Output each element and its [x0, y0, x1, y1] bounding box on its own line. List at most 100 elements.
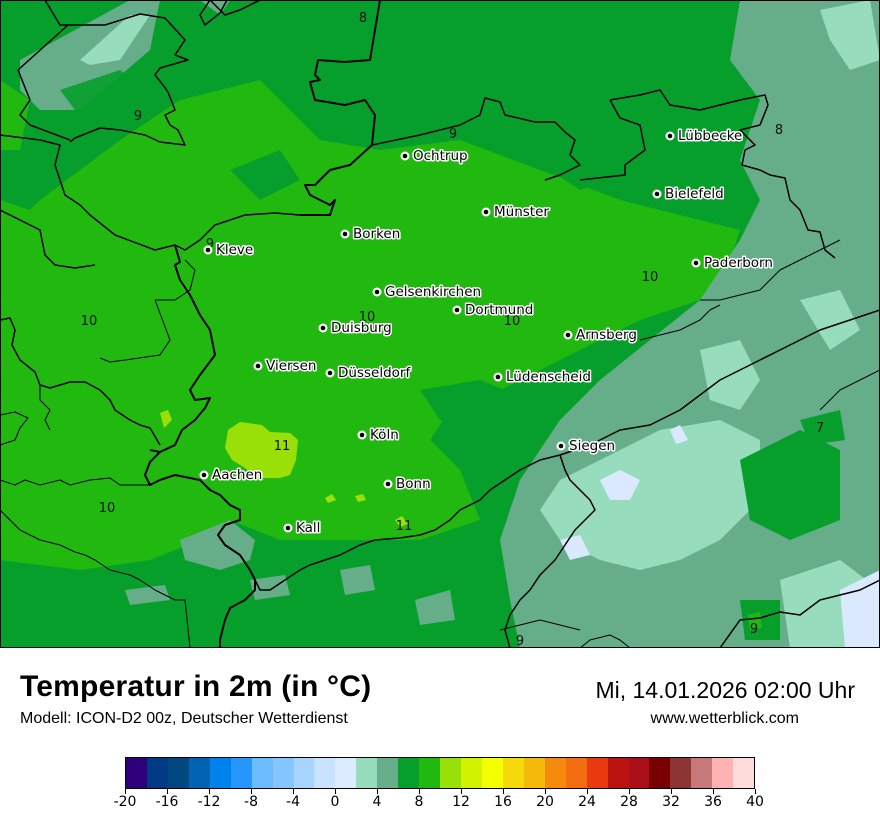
city-label: Lüdenscheid	[506, 369, 591, 385]
city-marker: Bielefeld	[652, 185, 725, 204]
isotherm-label: 7	[816, 421, 824, 436]
city-label: Borken	[353, 226, 400, 242]
city-marker: Lüdenscheid	[493, 368, 592, 387]
city-marker: Münster	[481, 203, 551, 222]
city-marker: Borken	[340, 225, 402, 244]
isotherm-label: 11	[274, 439, 291, 454]
legend-tick-mark	[629, 789, 630, 794]
city-marker: Siegen	[556, 437, 617, 456]
legend-swatch	[314, 758, 336, 788]
legend-tick-label: 40	[746, 794, 764, 810]
city-label: Kleve	[216, 242, 253, 258]
city-marker: Ochtrup	[400, 147, 469, 166]
legend-tick-mark	[125, 789, 126, 794]
legend-tick-mark	[755, 789, 756, 794]
isotherm-labels: 8 9 9 8 9 10 10 10 10 7 11 10 11 9 9	[81, 11, 824, 648]
city-marker: Paderborn	[691, 254, 774, 273]
isotherm-label: 9	[134, 109, 142, 124]
city-marker: Duisburg	[318, 319, 393, 338]
isotherm-label: 8	[775, 123, 783, 138]
city-markers: Ochtrup Lübbecke Bielefeld Münster Borken Kle…	[199, 127, 774, 538]
city-marker: Lübbecke	[665, 127, 744, 146]
legend-swatch	[377, 758, 399, 788]
legend-swatch	[733, 758, 755, 788]
legend-swatch	[230, 758, 252, 788]
legend-swatch	[440, 758, 461, 788]
legend-swatch	[146, 758, 168, 788]
legend-tick-label: 28	[620, 794, 638, 810]
legend-swatch	[502, 758, 524, 788]
city-marker: Düsseldorf	[325, 364, 413, 383]
city-label: Bielefeld	[665, 186, 724, 202]
city-label: Duisburg	[331, 320, 392, 336]
city-marker: Arnsberg	[563, 326, 638, 345]
city-label: Aachen	[212, 467, 262, 483]
city-label: Gelsenkirchen	[385, 284, 481, 300]
website-link[interactable]: www.wetterblick.com	[650, 710, 799, 727]
legend-swatch	[691, 758, 713, 788]
legend-ticks: -20 -16 -12 -8 -4 0 4 8 12 16 20 24 28 32 36 40	[114, 789, 764, 819]
legend-tick-mark	[671, 789, 672, 794]
legend-tick-label: 32	[662, 794, 680, 810]
legend-swatch	[607, 758, 629, 788]
isotherm-label: 11	[396, 519, 413, 534]
city-marker: Kall	[283, 519, 322, 538]
temperature-map: 8 9 9 8 9 10 10 10 10 7 11 10 11 9 9 Ochtrup Lübbecke Bi…	[0, 0, 880, 648]
legend-swatch	[293, 758, 315, 788]
isotherm-label: 9	[449, 127, 457, 142]
legend-tick-label: -16	[155, 794, 179, 810]
legend-tick-label: 8	[414, 794, 424, 810]
legend-swatch	[481, 758, 503, 788]
isotherm-label: 10	[99, 501, 116, 516]
legend-tick-mark	[209, 789, 210, 794]
legend-tick-mark	[167, 789, 168, 794]
legend-tick-mark	[713, 789, 714, 794]
legend-tick-label: 4	[372, 794, 382, 810]
forecast-datetime: Mi, 14.01.2026 02:00 Uhr	[595, 677, 855, 703]
legend-swatch	[523, 758, 545, 788]
city-label: Kall	[296, 520, 320, 536]
legend-tick-mark	[251, 789, 252, 794]
legend-swatch	[544, 758, 566, 788]
isotherm-label: 9	[750, 622, 758, 637]
legend-swatch	[398, 758, 420, 788]
borders	[0, 0, 880, 648]
city-label: Köln	[370, 427, 399, 443]
isotherm-label: 9	[516, 634, 524, 648]
city-label: Dortmund	[465, 302, 533, 318]
legend-swatch	[586, 758, 608, 788]
city-marker: Aachen	[199, 466, 264, 485]
city-marker: Köln	[357, 426, 400, 445]
legend-tick-label: 36	[704, 794, 722, 810]
city-marker: Bonn	[383, 475, 432, 494]
legend-tick-label: -4	[286, 794, 300, 810]
legend-swatch	[565, 758, 587, 788]
legend-swatch	[188, 758, 210, 788]
legend-swatch	[335, 758, 357, 788]
legend-swatch	[628, 758, 650, 788]
city-label: Paderborn	[704, 255, 773, 271]
legend-tick-label: 20	[536, 794, 554, 810]
city-label: Bonn	[396, 476, 431, 492]
isotherm-label: 9	[206, 237, 214, 252]
legend-tick-mark	[545, 789, 546, 794]
legend-swatch	[419, 758, 441, 788]
legend-swatch	[209, 758, 231, 788]
legend-swatch	[356, 758, 378, 788]
city-marker: Kleve	[203, 241, 255, 260]
legend-tick-mark	[377, 789, 378, 794]
legend-tick-mark	[503, 789, 504, 794]
legend-tick-label: 0	[330, 794, 340, 810]
city-marker: Gelsenkirchen	[372, 283, 483, 302]
city-label: Münster	[494, 204, 549, 220]
city-label: Arnsberg	[576, 327, 637, 343]
city-label: Ochtrup	[413, 148, 468, 164]
city-label: Viersen	[266, 358, 316, 374]
legend-swatch	[712, 758, 734, 788]
legend-tick-label: -12	[197, 794, 221, 810]
legend-tick-label: 12	[452, 794, 470, 810]
isotherm-label: 10	[359, 310, 376, 325]
city-label: Siegen	[569, 438, 615, 454]
legend-tick-mark	[587, 789, 588, 794]
legend-swatch	[126, 758, 147, 788]
